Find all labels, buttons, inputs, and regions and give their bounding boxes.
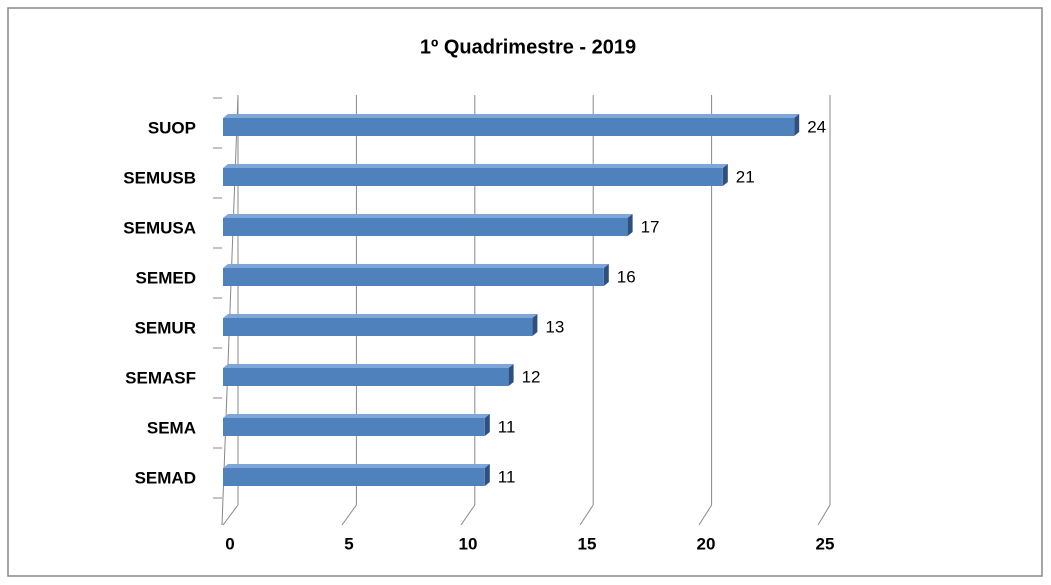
y-tick-label: SUOP [148, 118, 196, 137]
x-tick-label: 5 [344, 534, 353, 553]
bar [223, 418, 485, 436]
bar-side [794, 114, 800, 136]
x-tick-label: 25 [816, 534, 835, 553]
bar [223, 168, 723, 186]
x-tick-label: 20 [697, 534, 716, 553]
data-label: 12 [522, 367, 541, 386]
bar-side [508, 364, 514, 386]
x-tick-label: 0 [225, 534, 234, 553]
data-label: 16 [617, 267, 636, 286]
bar-top [223, 414, 490, 418]
bar-side [722, 164, 728, 186]
bar [223, 318, 533, 336]
data-label: 13 [545, 317, 564, 336]
bar-top [223, 464, 490, 468]
y-tick-label: SEMAD [135, 468, 196, 487]
bar-side [603, 264, 609, 286]
data-label: 11 [498, 467, 516, 486]
bar-side [627, 214, 633, 236]
bar [223, 468, 485, 486]
floor-line [817, 504, 831, 526]
bar-side [484, 414, 490, 436]
bar-side [532, 314, 538, 336]
chart-title: 1º Quadrimestre - 2019 [420, 36, 636, 58]
bar-top [223, 314, 538, 318]
y-tick-label: SEMASF [125, 368, 196, 387]
data-label: 24 [807, 117, 826, 136]
y-tick-label: SEMED [136, 268, 196, 287]
y-tick-label: SEMUSB [123, 168, 196, 187]
data-label: 21 [736, 167, 755, 186]
y-tick-label: SEMA [147, 418, 196, 437]
bar-top [223, 264, 609, 268]
bar-top [223, 164, 728, 168]
bar-top [223, 214, 633, 218]
floor-line [460, 504, 476, 526]
bar-top [223, 114, 800, 118]
x-tick-label: 10 [459, 534, 478, 553]
data-label: 17 [641, 217, 660, 236]
bar [223, 268, 604, 286]
bar-side [484, 464, 490, 486]
data-label: 11 [498, 417, 516, 436]
x-tick-label: 15 [578, 534, 597, 553]
floor-line [698, 504, 713, 526]
chart-border [7, 7, 1043, 577]
y-tick-label: SEMUR [135, 318, 196, 337]
y-tick-label: SEMUSA [123, 218, 196, 237]
bar-top [223, 364, 514, 368]
bar [223, 368, 509, 386]
bar [223, 218, 628, 236]
floor-line [341, 504, 357, 526]
floor-line [222, 504, 239, 526]
floor-line [579, 504, 594, 526]
bar [223, 118, 795, 136]
